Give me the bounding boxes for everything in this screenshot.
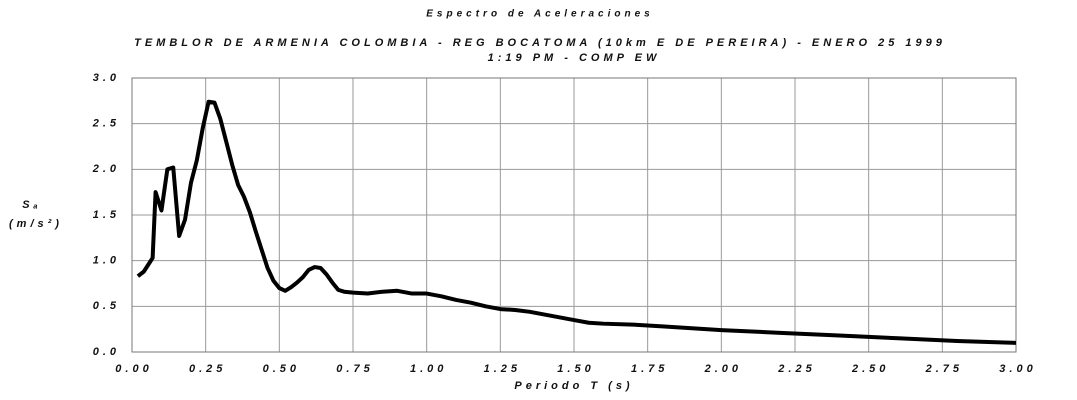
y-axis-label: Sₐ xyxy=(22,199,42,211)
y-tick-label: 1.0 xyxy=(93,255,120,267)
y-axis-label: (m/s²) xyxy=(9,218,63,230)
x-tick-label: 1.00 xyxy=(410,363,447,375)
x-tick-label: 0.25 xyxy=(189,363,226,375)
x-tick-label: 2.75 xyxy=(925,363,963,375)
y-tick-label: 1.5 xyxy=(93,209,120,221)
x-tick-label: 1.75 xyxy=(631,363,668,375)
x-tick-label: 0.75 xyxy=(336,363,373,375)
y-tick-label: 0.0 xyxy=(93,346,120,358)
x-tick-label: 3.00 xyxy=(999,363,1036,375)
plot-border xyxy=(131,77,1017,353)
y-tick-label: 3.0 xyxy=(93,72,120,84)
chart-subtitle: TEMBLOR DE ARMENIA COLOMBIA - REG BOCATO… xyxy=(134,37,946,49)
x-tick-label: 1.25 xyxy=(484,363,521,375)
x-tick-label: 2.25 xyxy=(777,363,815,375)
x-tick-label: 1.50 xyxy=(557,363,594,375)
y-tick-label: 2.0 xyxy=(92,163,120,175)
x-tick-label: 0.00 xyxy=(115,363,152,375)
x-tick-label: 2.00 xyxy=(704,363,742,375)
x-axis-label: Periodo T (s) xyxy=(514,380,633,392)
x-tick-label: 0.50 xyxy=(263,363,300,375)
y-tick-label: 0.5 xyxy=(93,300,120,312)
data-line xyxy=(136,99,1017,345)
chart-subtitle: 1:19 PM - COMP EW xyxy=(488,52,661,64)
y-tick-label: 2.5 xyxy=(92,118,120,130)
x-tick-label: 2.50 xyxy=(851,363,889,375)
chart-title: Espectro de Aceleraciones xyxy=(426,9,653,20)
